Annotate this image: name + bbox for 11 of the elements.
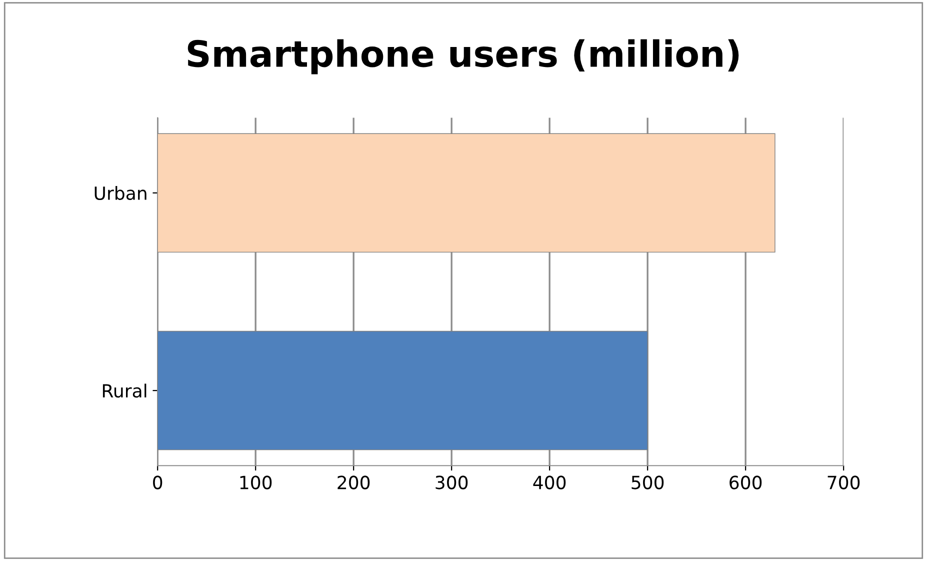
- x-tick-label: 100: [240, 476, 272, 490]
- y-tick-label: Urban: [94, 186, 146, 200]
- x-tick-label: 600: [730, 476, 762, 490]
- x-tick-label: 300: [436, 476, 468, 490]
- chart-title: Smartphone users (million): [188, 39, 739, 74]
- x-tick-label: 400: [533, 476, 566, 490]
- x-tick-label: 200: [338, 476, 370, 490]
- x-tick-label: 700: [828, 476, 860, 490]
- x-tick-label: 500: [632, 476, 664, 490]
- x-tick-label: 0: [153, 476, 162, 490]
- y-tick-label: Rural: [102, 384, 146, 398]
